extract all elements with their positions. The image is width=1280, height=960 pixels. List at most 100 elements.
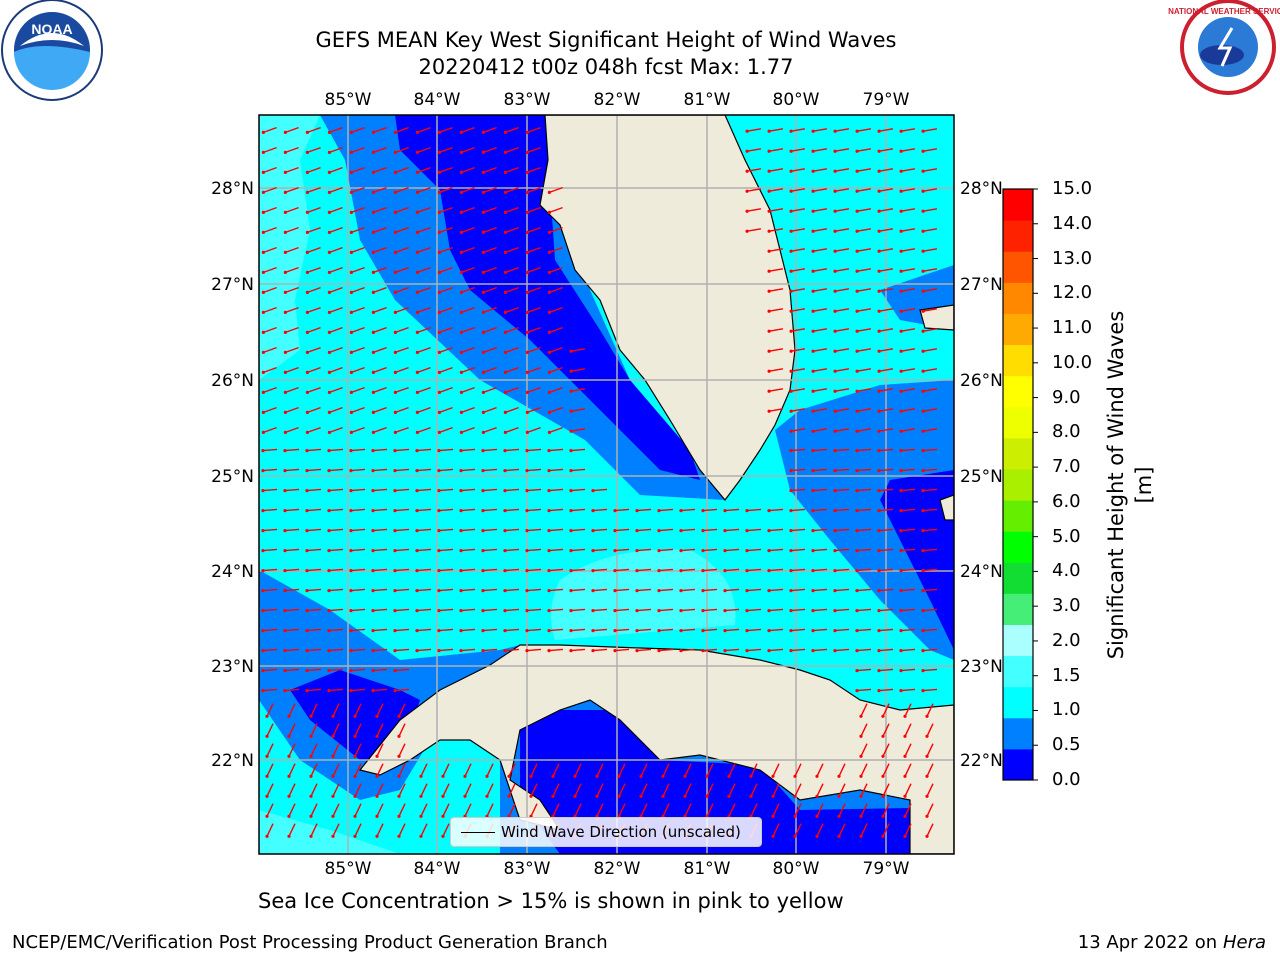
wind-wave-arrowhead [393,330,397,334]
wind-wave-arrow [504,508,520,512]
wind-wave-arrow [416,448,432,452]
wind-wave-arrow [900,688,916,692]
wind-wave-arrow [552,763,560,777]
wind-wave-arrow [376,823,384,837]
wind-wave-arrow [373,346,387,354]
wind-wave-arrow [285,386,299,394]
wind-wave-arrowhead [437,410,441,414]
wind-wave-arrowhead [327,310,331,314]
wind-wave-arrowhead [305,350,309,354]
wind-wave-arrowhead [903,794,907,798]
wind-wave-arrow [878,648,894,652]
wind-wave-arrowhead [481,250,485,254]
wind-wave-arrow [307,266,321,274]
wind-wave-arrow [548,468,564,472]
wind-wave-arrow [394,508,410,512]
wind-wave-arrowhead [305,669,309,673]
wind-wave-arrow [856,348,872,352]
wind-wave-arrow [526,628,542,632]
wind-wave-arrowhead [811,289,815,293]
wind-wave-arrow [706,783,714,797]
wind-wave-arrow [376,783,384,797]
wind-wave-arrowhead [899,429,903,433]
wind-wave-arrowhead [459,649,463,653]
wind-wave-arrow [527,386,541,394]
wind-wave-arrow [922,468,938,472]
wind-wave-arrow [328,628,344,632]
wind-wave-arrowhead [833,609,837,613]
wind-wave-arrowhead [503,629,507,633]
wind-wave-arrows [261,126,938,838]
wind-wave-arrowhead [503,130,507,134]
colorbar-band [1003,717,1033,750]
wind-wave-arrow [417,126,431,134]
wind-wave-arrowhead [283,190,287,194]
wind-wave-arrowhead [287,754,291,758]
wind-wave-arrow [790,568,806,572]
wind-wave-arrowhead [437,190,441,194]
wind-wave-arrow [640,783,648,797]
wind-wave-arrowhead [393,250,397,254]
wind-wave-arrowhead [459,589,463,593]
wind-wave-arrow [856,628,872,632]
wind-wave-arrow [416,528,432,532]
wind-wave-arrowhead [261,689,265,693]
wind-wave-arrowhead [877,369,881,373]
wind-wave-arrow [376,703,384,717]
wind-wave-arrow [373,126,387,134]
wind-wave-arrowhead [789,469,793,473]
wind-wave-arrow [900,528,916,532]
wind-wave-arrow [570,488,586,492]
wind-wave-arrow [504,588,520,592]
wind-wave-arrowhead [459,270,463,274]
wind-wave-arrowhead [569,609,573,613]
wind-wave-arrowhead [767,589,771,593]
wind-wave-arrowhead [789,429,793,433]
colorbar-band [1003,375,1033,408]
wind-wave-arrowhead [811,409,815,413]
wind-wave-arrow [373,226,387,234]
wind-wave-arrow [442,823,450,837]
wind-wave-arrowhead [503,469,507,473]
wind-wave-arrow [439,206,453,214]
wind-wave-arrow [416,488,432,492]
wind-wave-arrow [900,628,916,632]
wind-wave-arrow [856,128,872,132]
wind-wave-arrow [596,763,604,777]
wind-wave-arrow [548,448,564,452]
wind-wave-arrow [262,568,278,572]
colorbar-band [1003,500,1033,532]
wind-wave-arrow [285,166,299,174]
wind-wave-arrow [508,763,516,777]
wind-wave-arrowhead [503,290,507,294]
wind-wave-arrowhead [305,250,309,254]
wind-wave-arrowhead [811,229,815,233]
wind-wave-arrowhead [547,489,551,493]
wind-wave-arrow [548,568,564,572]
wind-wave-arrowhead [679,589,683,593]
wind-wave-arrowhead [639,794,643,798]
wind-wave-arrow [878,308,894,312]
wind-wave-arrow [574,763,582,777]
wind-wave-arrow [482,448,498,452]
wind-wave-arrowhead [261,549,265,553]
wave-height-fill-1.5-2-bottom [259,810,400,854]
colorbar-band [1003,593,1033,625]
wind-wave-arrowhead [305,150,309,154]
wind-wave-arrow [416,628,432,632]
wind-wave-arrowhead [261,410,265,414]
wind-wave-arrowhead [437,350,441,354]
wind-wave-arrow [350,648,366,652]
wind-wave-arrowhead [811,389,815,393]
wind-wave-arrow [812,508,828,512]
wind-wave-arrowhead [261,210,265,214]
colorbar-band [1003,468,1033,501]
wind-wave-arrowhead [833,269,837,273]
wind-wave-arrowhead [525,270,530,274]
wind-wave-arrowhead [437,170,441,174]
wind-wave-arrow [306,688,322,692]
wind-wave-arrowhead [569,629,573,633]
wind-wave-arrow [640,803,648,817]
wind-wave-arrowhead [833,509,837,513]
wind-wave-arrowhead [899,389,903,393]
